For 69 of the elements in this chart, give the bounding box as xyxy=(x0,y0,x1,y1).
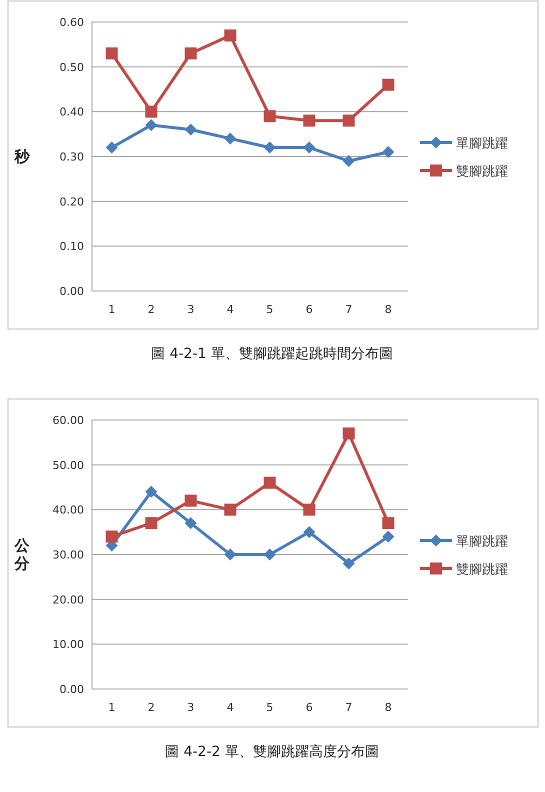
x-tick-label: 7 xyxy=(345,701,352,714)
caption: 圖 4-2-2 單、雙腳跳躍高度分布圖 xyxy=(165,744,379,760)
x-tick-label: 7 xyxy=(345,303,352,316)
x-tick-label: 8 xyxy=(384,303,392,316)
point xyxy=(303,114,316,127)
y-tick-label: 0.20 xyxy=(60,195,84,208)
x-tick-label: 4 xyxy=(226,701,234,714)
point xyxy=(184,47,197,60)
x-tick-label: 3 xyxy=(187,303,194,316)
point xyxy=(224,548,236,560)
y-tick-label: 0.60 xyxy=(60,16,84,29)
point xyxy=(382,78,394,91)
point xyxy=(145,517,158,530)
point xyxy=(303,504,316,516)
y-axis-title: 秒 xyxy=(14,148,30,166)
point xyxy=(184,494,197,507)
x-tick-label: 6 xyxy=(306,303,313,316)
point xyxy=(224,132,236,145)
point xyxy=(224,29,236,42)
x-tick-label: 1 xyxy=(108,303,116,316)
point xyxy=(184,517,197,530)
legend-label: 單腳跳躍 xyxy=(456,534,508,550)
point xyxy=(106,142,118,154)
y-tick-label: 50.00 xyxy=(52,458,84,472)
point xyxy=(303,526,316,538)
x-tick-label: 6 xyxy=(306,701,313,714)
caption: 圖 4-2-1 單、雙腳跳躍起跳時間分布圖 xyxy=(151,346,393,362)
legend-label: 單腳跳躍 xyxy=(456,136,508,152)
point xyxy=(264,142,276,154)
x-tick-label: 5 xyxy=(266,303,274,316)
x-tick-label: 2 xyxy=(148,303,155,316)
y-tick-label: 60.00 xyxy=(52,414,84,427)
y-tick-label: 40.00 xyxy=(52,504,84,517)
y-tick-label: 0.00 xyxy=(60,285,84,298)
point xyxy=(342,427,355,440)
point xyxy=(145,106,158,118)
x-tick-label: 1 xyxy=(108,701,116,714)
x-tick-label: 2 xyxy=(148,701,155,714)
point xyxy=(382,146,394,158)
point xyxy=(303,142,316,154)
point xyxy=(106,47,118,60)
y-tick-label: 10.00 xyxy=(52,638,84,652)
point xyxy=(106,530,118,543)
y-axis-title: 公分 xyxy=(14,536,30,572)
x-tick-label: 4 xyxy=(226,303,234,316)
x-tick-label: 5 xyxy=(266,701,274,714)
point xyxy=(382,517,394,530)
point xyxy=(342,557,355,570)
point xyxy=(264,548,276,560)
y-tick-label: 30.00 xyxy=(52,548,84,562)
y-tick-label: 20.00 xyxy=(52,593,84,606)
y-tick-label: 0.00 xyxy=(60,683,84,696)
point xyxy=(145,486,158,498)
y-tick-label: 0.30 xyxy=(60,150,84,164)
y-tick-label: 0.40 xyxy=(60,106,84,119)
point xyxy=(224,504,236,516)
point xyxy=(264,110,276,122)
legend-label: 雙腳跳躍 xyxy=(456,562,508,578)
point xyxy=(184,124,197,136)
point xyxy=(342,154,355,167)
point xyxy=(382,530,394,543)
y-tick-label: 0.50 xyxy=(60,60,84,74)
point xyxy=(145,119,158,132)
x-tick-label: 3 xyxy=(187,701,194,714)
legend-label: 雙腳跳躍 xyxy=(456,164,508,180)
y-tick-label: 0.10 xyxy=(60,240,84,254)
x-tick-label: 8 xyxy=(384,701,392,714)
point xyxy=(264,476,276,489)
point xyxy=(342,114,355,127)
